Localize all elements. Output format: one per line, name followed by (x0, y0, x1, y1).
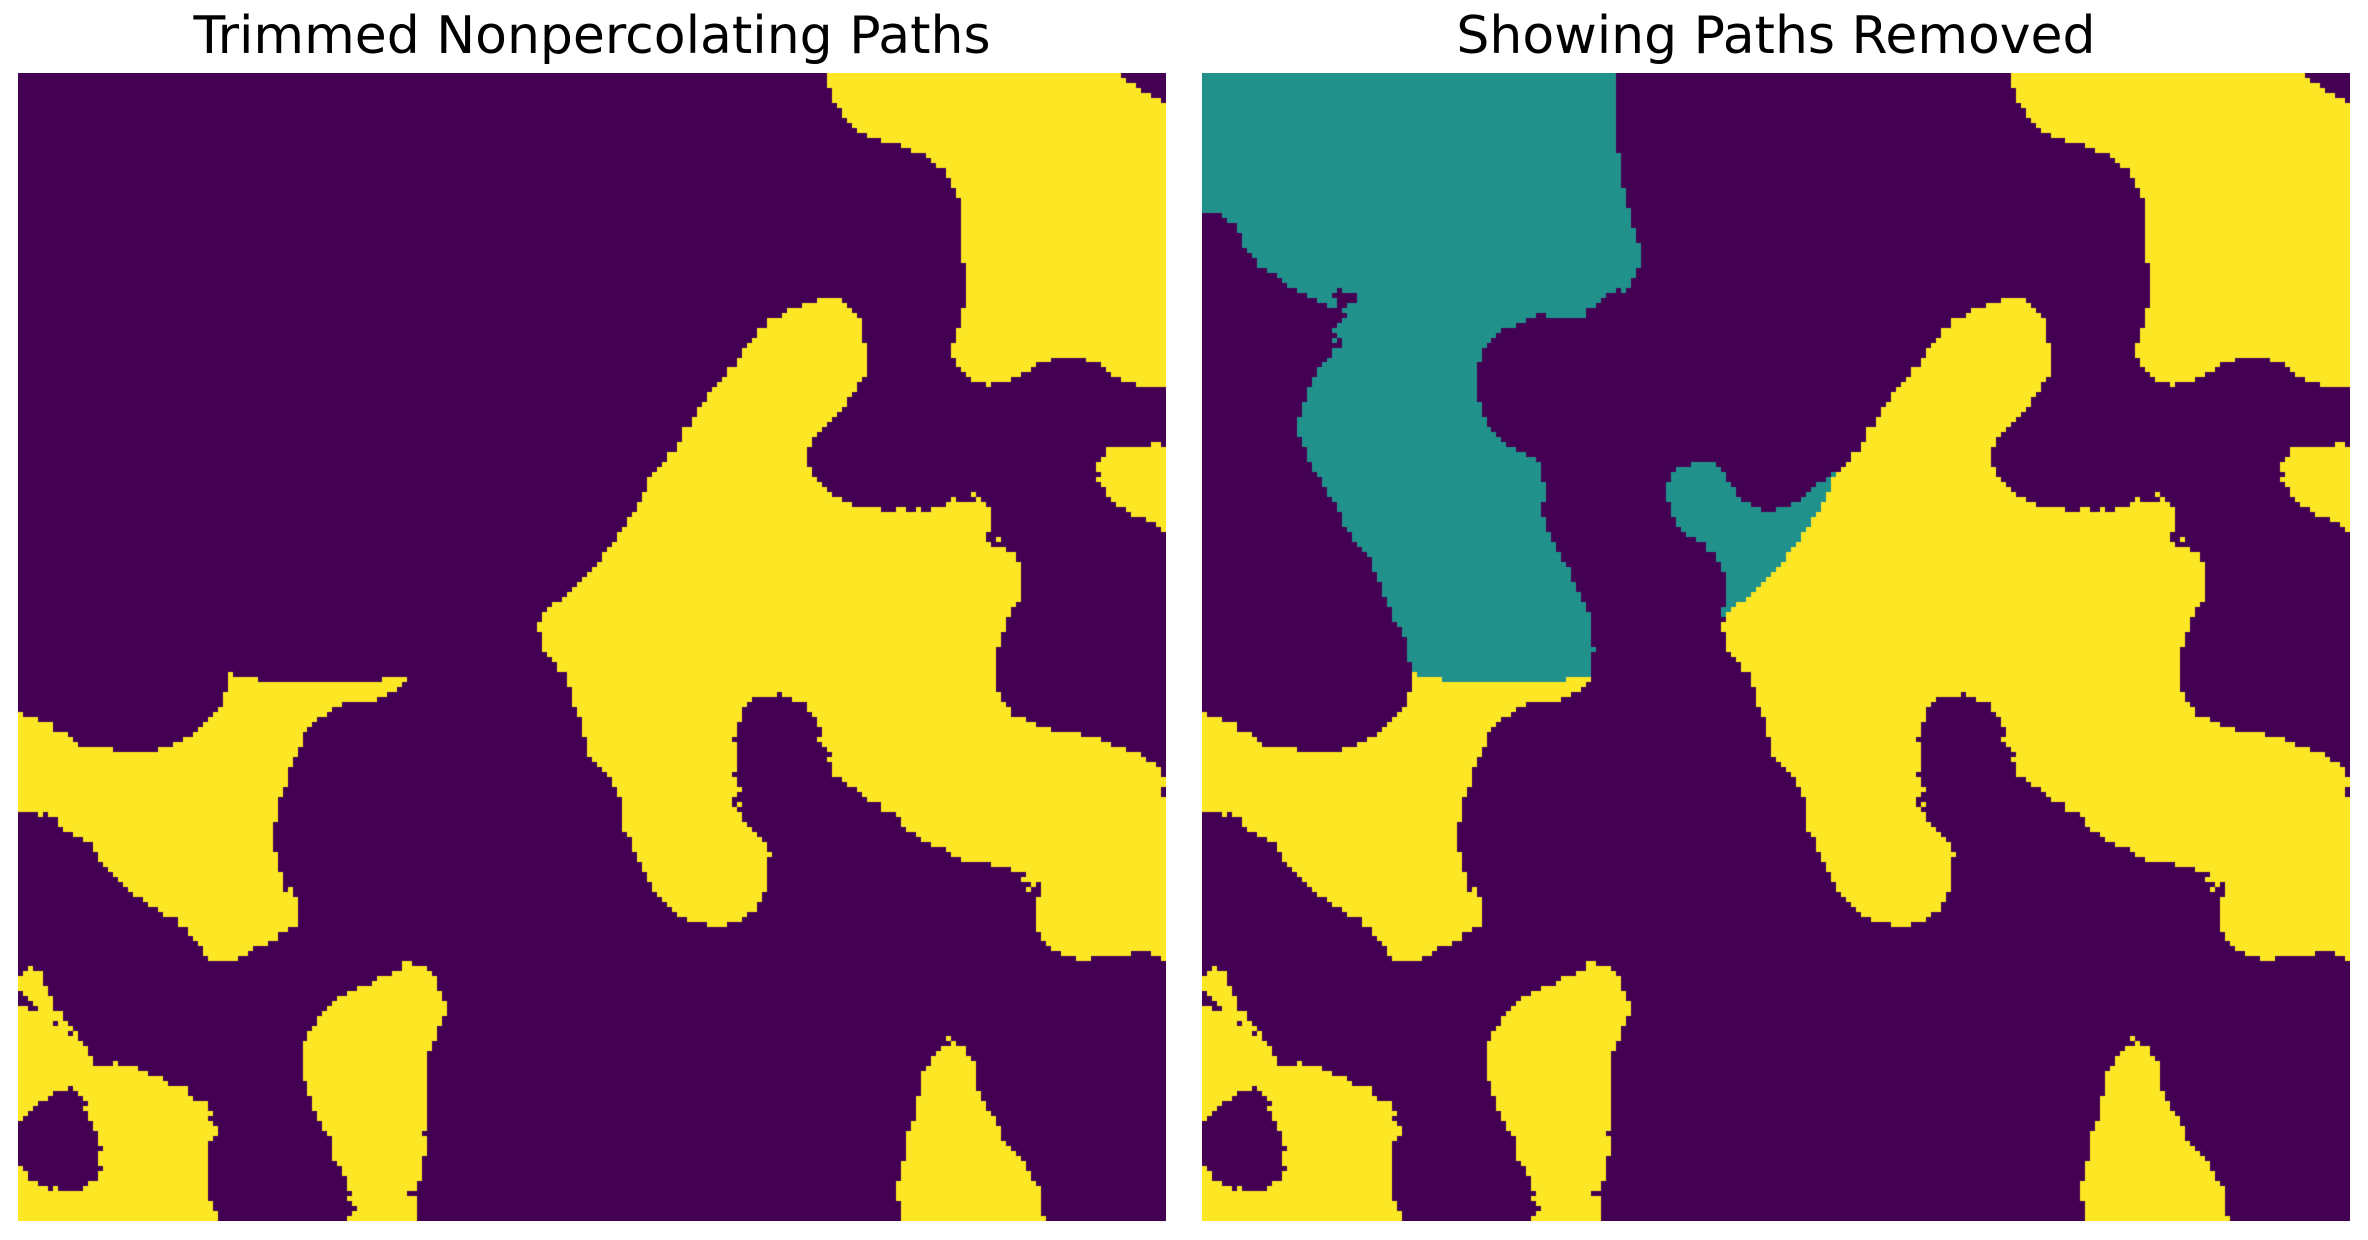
trimmed-phase-map-image (18, 73, 1166, 1221)
right-panel-title: Showing Paths Removed (1456, 6, 2096, 66)
left-panel-title: Trimmed Nonpercolating Paths (193, 6, 991, 66)
removed-paths-phase-map-image (1202, 73, 2350, 1221)
